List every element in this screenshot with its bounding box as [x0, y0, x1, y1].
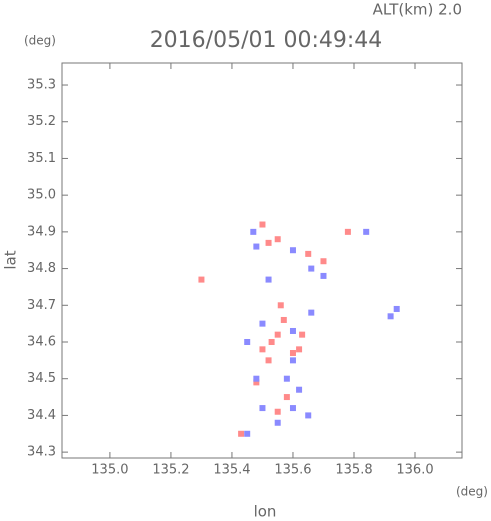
point — [265, 357, 272, 364]
point — [289, 247, 296, 254]
point — [387, 313, 394, 320]
point — [283, 394, 290, 401]
point — [289, 350, 296, 357]
x-tick-label: 136.0 — [396, 463, 433, 478]
point — [250, 228, 257, 235]
y-unit: (deg) — [24, 34, 56, 48]
point — [253, 243, 260, 250]
point — [320, 258, 327, 265]
point — [280, 316, 287, 323]
x-tick-label: 135.0 — [91, 463, 128, 478]
x-tick-label: 135.4 — [213, 463, 250, 478]
y-tick-label: 35.3 — [27, 78, 56, 93]
chart-title: 2016/05/01 00:49:44 — [150, 28, 383, 53]
y-tick-label: 34.4 — [27, 408, 56, 423]
point — [259, 221, 266, 228]
point — [305, 250, 312, 257]
point — [308, 265, 315, 272]
point — [274, 408, 281, 415]
point — [265, 239, 272, 246]
y-tick-label: 35.0 — [27, 188, 56, 203]
y-tick-label: 35.2 — [27, 114, 56, 129]
y-tick-label: 34.7 — [27, 298, 56, 313]
point — [259, 405, 266, 412]
point — [289, 405, 296, 412]
point — [320, 272, 327, 279]
point — [296, 346, 303, 353]
point — [265, 276, 272, 283]
x-tick-label: 135.8 — [335, 463, 372, 478]
point — [253, 375, 260, 382]
point — [289, 327, 296, 334]
point — [253, 379, 260, 386]
point — [296, 386, 303, 393]
x-unit: (deg) — [456, 485, 488, 499]
point — [363, 228, 370, 235]
point — [393, 305, 400, 312]
plot-frame — [61, 62, 463, 459]
y-tick-label: 35.1 — [27, 151, 56, 166]
point — [259, 346, 266, 353]
point — [198, 276, 205, 283]
y-tick-label: 34.3 — [27, 445, 56, 460]
annotation: ALT(km) 2.0 — [373, 1, 462, 19]
point — [274, 331, 281, 338]
y-tick-label: 34.8 — [27, 261, 56, 276]
point — [259, 320, 266, 327]
y-tick-label: 34.5 — [27, 371, 56, 386]
point — [344, 228, 351, 235]
point — [238, 430, 245, 437]
x-tick-label: 135.2 — [152, 463, 189, 478]
x-tick-label: 135.6 — [274, 463, 311, 478]
point — [274, 236, 281, 243]
point — [244, 430, 251, 437]
y-tick-label: 34.6 — [27, 334, 56, 349]
point — [274, 419, 281, 426]
point — [299, 331, 306, 338]
point — [308, 309, 315, 316]
x-label: lon — [254, 503, 277, 521]
point — [268, 338, 275, 345]
y-label: lat — [2, 250, 20, 269]
point — [305, 412, 312, 419]
point — [289, 357, 296, 364]
point — [277, 302, 284, 309]
point — [244, 338, 251, 345]
y-tick-label: 34.9 — [27, 224, 56, 239]
point — [283, 375, 290, 382]
